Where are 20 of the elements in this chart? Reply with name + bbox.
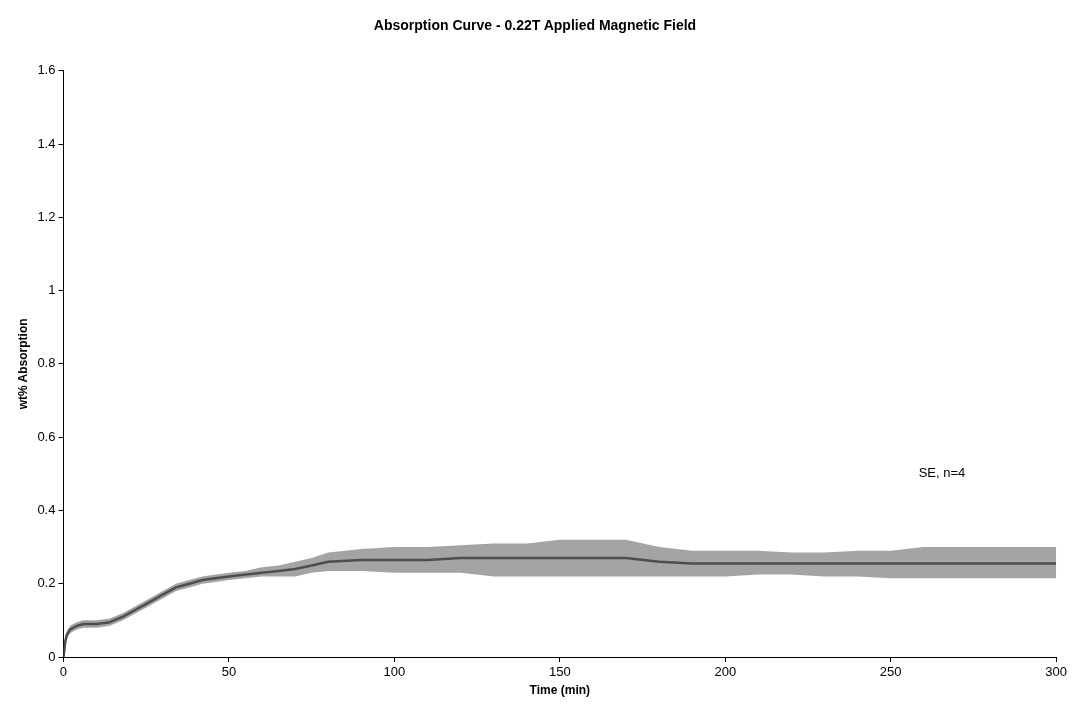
- y-tick-label: 1.6: [37, 62, 56, 78]
- x-axis-title: Time (min): [529, 683, 591, 698]
- y-tick-label: 1.4: [37, 135, 56, 151]
- y-tick-label: 0.6: [37, 428, 56, 444]
- x-tick-label: 100: [383, 664, 406, 680]
- x-tick-label: 0: [59, 664, 68, 680]
- y-tick-label: 0.8: [37, 355, 56, 371]
- y-tick-label: 0.2: [37, 575, 56, 591]
- y-tick-label: 1.2: [37, 208, 56, 224]
- y-axis-title: wt% Absorption: [15, 318, 30, 411]
- y-tick-label: 0: [48, 648, 56, 664]
- y-tick-label: 0.4: [37, 502, 56, 518]
- x-tick-label: 50: [221, 664, 237, 680]
- x-tick-label: 200: [714, 664, 737, 680]
- x-tick-label: 150: [548, 664, 571, 680]
- chart-title: Absorption Curve - 0.22T Applied Magnetic Field: [373, 17, 697, 34]
- y-tick-label: 1: [48, 282, 56, 298]
- x-tick-label: 250: [879, 664, 902, 680]
- x-tick-label: 300: [1045, 664, 1068, 680]
- annotation: SE, n=4: [918, 465, 966, 481]
